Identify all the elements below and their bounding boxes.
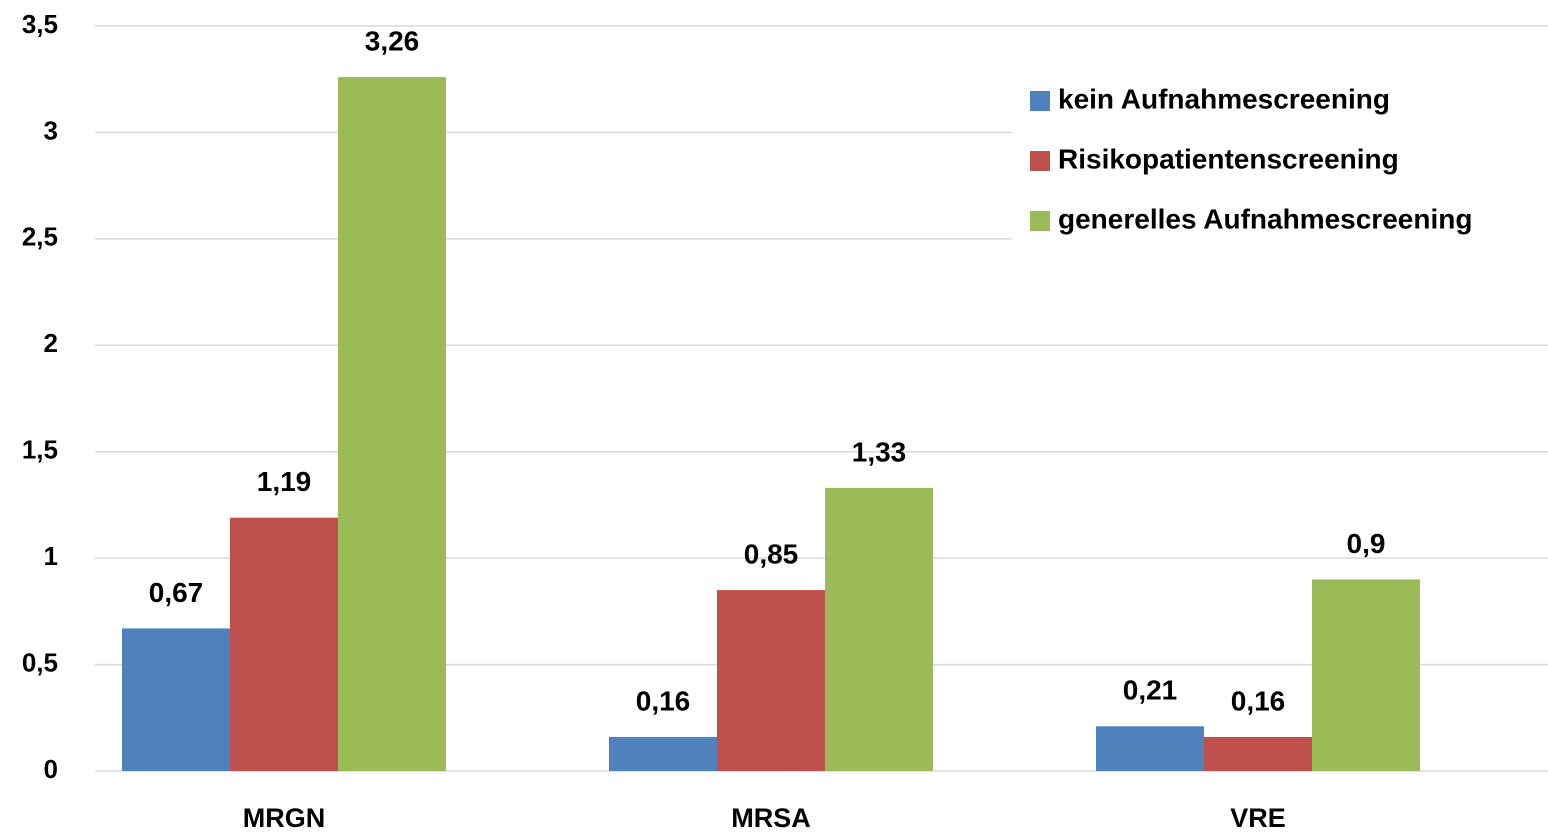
data-label: 0,67 [149,577,204,608]
legend-label: kein Aufnahmescreening [1058,83,1390,114]
bar [338,77,446,772]
bar [1312,579,1420,771]
data-label: 0,16 [1231,685,1286,716]
legend-swatch [1030,91,1050,111]
data-label: 1,33 [852,436,907,467]
legend-label: generelles Aufnahmescreening [1058,203,1472,234]
y-tick-label: 0 [44,754,58,784]
x-tick-label: MRGN [243,803,326,833]
bar [1096,726,1204,771]
y-tick-label: 3 [44,115,58,145]
y-tick-label: 3,5 [22,9,58,39]
y-tick-label: 1 [44,541,58,571]
y-tick-label: 2,5 [22,222,58,252]
legend-swatch [1030,151,1050,171]
data-label: 1,19 [257,466,312,497]
legend-box [1012,72,1548,250]
data-label: 0,85 [744,538,799,569]
x-tick-label: VRE [1230,803,1286,833]
bar [825,487,933,771]
bar [717,590,825,771]
bar [609,736,717,771]
bar [122,628,230,771]
data-label: 0,16 [636,685,691,716]
y-tick-label: 0,5 [22,647,58,677]
y-tick-label: 1,5 [22,435,58,465]
y-tick-label: 2 [44,328,58,358]
bar [230,517,338,771]
bar [1204,736,1312,771]
legend-label: Risikopatientenscreening [1058,143,1399,174]
legend-swatch [1030,211,1050,231]
data-label: 3,26 [365,25,420,56]
data-label: 0,9 [1347,528,1386,559]
data-label: 0,21 [1123,675,1178,706]
x-tick-label: MRSA [731,803,811,833]
